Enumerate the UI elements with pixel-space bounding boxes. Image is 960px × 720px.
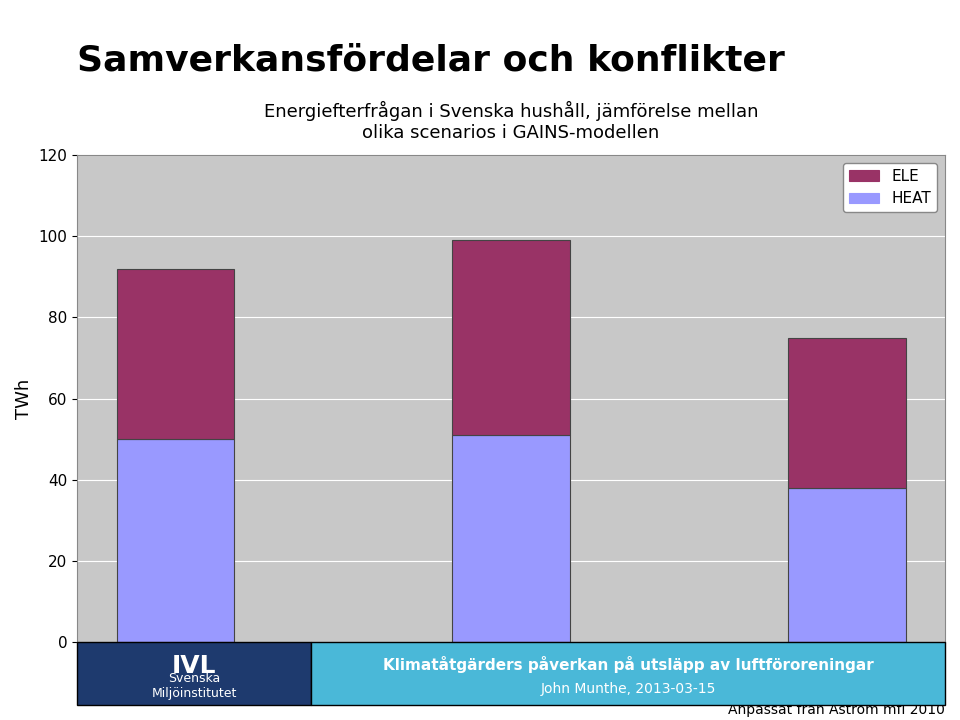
Text: Samverkansfördelar och konflikter: Samverkansfördelar och konflikter (77, 43, 784, 77)
Text: Anpassat från Åström mfl 2010: Anpassat från Åström mfl 2010 (728, 701, 945, 716)
Bar (452, 240, 570, 435)
Text: John Munthe, 2013-03-15: John Munthe, 2013-03-15 (540, 683, 716, 696)
FancyBboxPatch shape (77, 642, 311, 705)
Title: Energiefterfrågan i Svenska hushåll, jämförelse mellan
olika scenarios i GAINS-m: Energiefterfrågan i Svenska hushåll, jäm… (264, 102, 758, 143)
Bar (788, 488, 905, 642)
Bar (116, 439, 234, 642)
Bar (116, 269, 234, 439)
FancyBboxPatch shape (311, 642, 945, 705)
Text: Klimatåtgärders påverkan på utsläpp av luftföroreningar: Klimatåtgärders påverkan på utsläpp av l… (383, 656, 874, 672)
Text: IVL: IVL (172, 654, 217, 678)
Text: Svenska
Miljöinstitutet: Svenska Miljöinstitutet (152, 672, 237, 700)
Bar (452, 435, 570, 642)
Legend: ELE, HEAT: ELE, HEAT (843, 163, 937, 212)
Bar (788, 338, 905, 488)
Y-axis label: TWh: TWh (15, 379, 33, 418)
